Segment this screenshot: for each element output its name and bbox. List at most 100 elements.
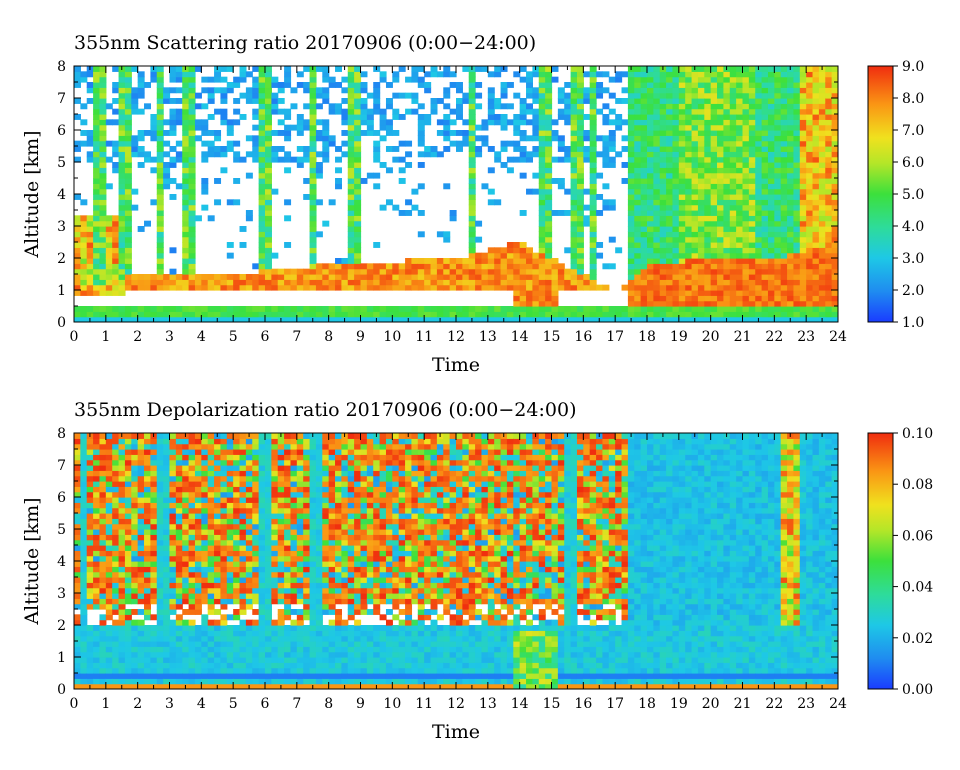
heatmap-cell [201, 507, 209, 514]
heatmap-cell [182, 242, 190, 248]
heatmap-cell [131, 98, 139, 104]
heatmap-cell [557, 268, 565, 275]
heatmap-cell [685, 279, 693, 286]
heatmap-cell [144, 545, 151, 551]
heatmap-cell [748, 194, 756, 200]
heatmap-cell [659, 274, 667, 280]
heatmap-cell [233, 140, 241, 147]
heatmap-cell [188, 274, 196, 280]
heatmap-cell [526, 247, 533, 254]
heatmap-cell [468, 103, 476, 110]
heatmap-cell [774, 130, 782, 136]
heatmap-cell [793, 210, 801, 216]
heatmap-cell [93, 279, 101, 286]
heatmap-cell [583, 71, 591, 78]
heatmap-cell [163, 433, 171, 439]
heatmap-cell [341, 263, 349, 270]
heatmap-cell [258, 231, 266, 238]
heatmap-cell [137, 641, 145, 647]
heatmap-cell [182, 593, 190, 599]
heatmap-cell [124, 242, 132, 248]
heatmap-cell [163, 274, 171, 280]
heatmap-cell [634, 140, 642, 147]
heatmap-cell [761, 300, 769, 307]
heatmap-cell [124, 609, 132, 615]
heatmap-cell [328, 135, 336, 142]
heatmap-cell [118, 470, 126, 477]
heatmap-cell [182, 513, 190, 519]
heatmap-cell [666, 210, 674, 216]
heatmap-cell [602, 87, 610, 94]
heatmap-cell [99, 598, 107, 605]
heatmap-cell [468, 87, 476, 94]
heatmap-cell [436, 268, 444, 275]
heatmap-cell [156, 486, 164, 493]
heatmap-cell [309, 167, 317, 174]
heatmap-cell [704, 183, 712, 190]
heatmap-cell [799, 92, 807, 99]
heatmap-cell [723, 146, 731, 152]
heatmap-cell [354, 82, 362, 88]
heatmap-cell [354, 119, 362, 126]
heatmap-cell [182, 103, 190, 110]
heatmap-cell [354, 226, 362, 232]
heatmap-cell [513, 284, 521, 291]
heatmap-cell [647, 92, 654, 99]
heatmap-cell [602, 114, 610, 120]
heatmap-cell [112, 673, 120, 679]
heatmap-cell [774, 279, 782, 286]
heatmap-cell [112, 529, 120, 535]
heatmap-cell [723, 124, 731, 131]
heatmap-cell [691, 87, 699, 94]
heatmap-cell [144, 646, 151, 653]
heatmap-cell [538, 71, 546, 78]
heatmap-cell [615, 98, 623, 104]
heatmap-cell [710, 71, 718, 78]
heatmap-cell [825, 210, 833, 216]
heatmap-cell [335, 167, 342, 174]
heatmap-cell [99, 279, 107, 286]
heatmap-cell [86, 284, 94, 291]
heatmap-cell [124, 662, 132, 669]
heatmap-cell [405, 76, 413, 83]
heatmap-cell [284, 130, 292, 136]
heatmap-cell [144, 587, 151, 594]
heatmap-cell [150, 518, 158, 525]
heatmap-cell [150, 167, 158, 174]
heatmap-cell [691, 242, 699, 248]
heatmap-cell [672, 162, 680, 168]
colorbar-ticks: 1.02.03.04.05.06.07.08.09.0 [893, 59, 924, 331]
heatmap-cell [653, 103, 661, 110]
heatmap-cell [175, 433, 183, 439]
heatmap-cell [443, 316, 451, 322]
heatmap-cell [787, 188, 795, 195]
heatmap-cell [767, 220, 775, 227]
heatmap-cell [258, 135, 266, 142]
heatmap-cell [748, 220, 756, 227]
heatmap-cell [767, 274, 775, 280]
heatmap-cell [767, 242, 775, 248]
heatmap-cell [424, 119, 432, 126]
heatmap-cell [748, 316, 756, 322]
heatmap-cell [825, 66, 833, 72]
heatmap-cell [169, 114, 177, 120]
heatmap-cell [812, 119, 820, 126]
heatmap-cell [812, 151, 820, 158]
heatmap-cell [80, 306, 88, 312]
heatmap-cell [144, 635, 151, 642]
heatmap-cell [736, 236, 744, 243]
heatmap-cell [99, 630, 107, 637]
heatmap-cell [188, 459, 196, 466]
heatmap-cell [519, 103, 527, 110]
heatmap-cell [93, 178, 101, 184]
heatmap-cell [144, 433, 151, 439]
heatmap-cell [666, 194, 674, 200]
heatmap-cell [576, 71, 584, 78]
heatmap-cell [831, 194, 838, 200]
heatmap-cell [214, 502, 222, 509]
heatmap-cell [710, 82, 718, 88]
heatmap-cell [513, 114, 521, 120]
heatmap-cell [93, 199, 101, 206]
heatmap-cell [118, 204, 126, 211]
heatmap-cell [277, 146, 285, 152]
